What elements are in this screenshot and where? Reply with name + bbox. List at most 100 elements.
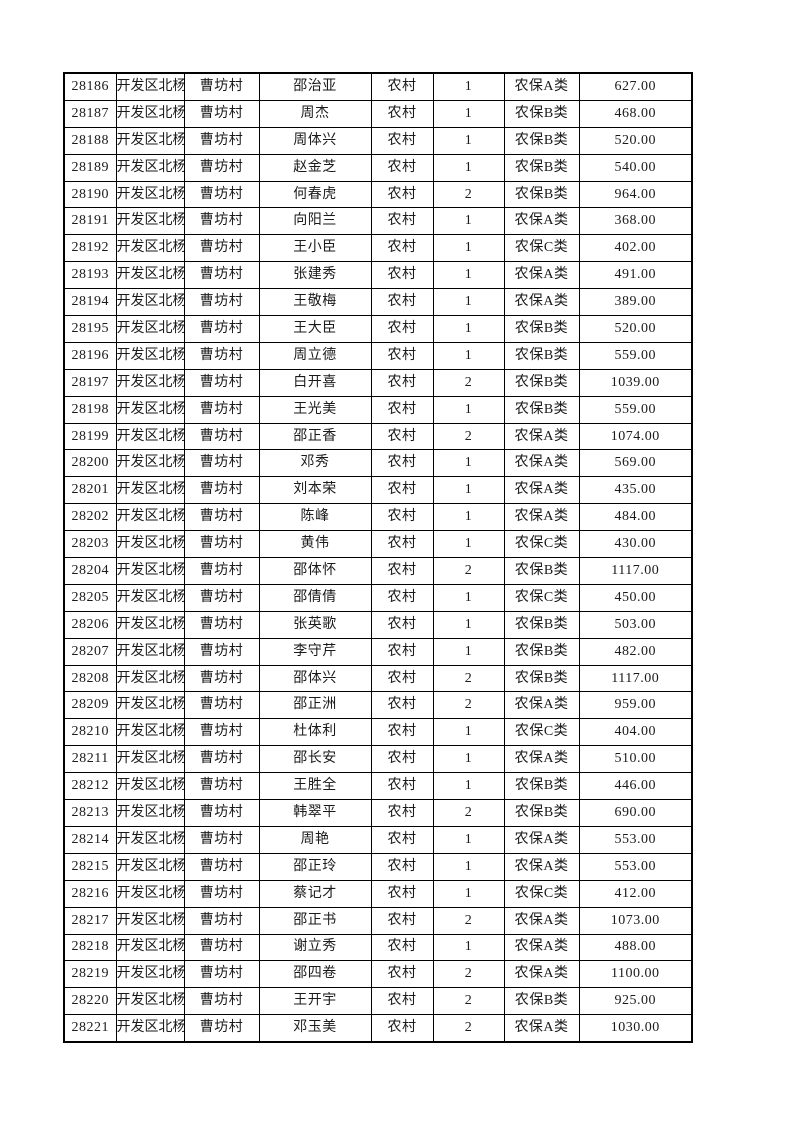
cell-insurance-class: 农保A类 bbox=[503, 503, 580, 532]
cell-district: 开发区北杨 bbox=[115, 341, 185, 370]
cell-person-count: 1 bbox=[432, 879, 505, 908]
cell-amount: 402.00 bbox=[578, 234, 693, 263]
cell-person-count: 1 bbox=[432, 745, 505, 774]
cell-residence-type: 农村 bbox=[370, 99, 434, 128]
table-row: 28220 开发区北杨 曹坊村 王开宇 农村 2 农保B类 925.00 bbox=[63, 987, 693, 1016]
cell-insurance-class: 农保A类 bbox=[503, 207, 580, 236]
cell-insurance-class: 农保A类 bbox=[503, 422, 580, 451]
cell-insurance-class: 农保A类 bbox=[503, 825, 580, 854]
cell-insurance-class: 农保A类 bbox=[503, 449, 580, 478]
cell-serial-number: 28186 bbox=[63, 72, 117, 101]
cell-village: 曹坊村 bbox=[183, 933, 260, 962]
cell-district: 开发区北杨 bbox=[115, 72, 185, 101]
cell-person-count: 1 bbox=[432, 476, 505, 505]
cell-insurance-class: 农保B类 bbox=[503, 799, 580, 827]
cell-person-name: 周艳 bbox=[258, 825, 372, 854]
cell-insurance-class: 农保B类 bbox=[503, 395, 580, 424]
cell-village: 曹坊村 bbox=[183, 72, 260, 101]
cell-person-count: 2 bbox=[432, 691, 505, 720]
cell-district: 开发区北杨 bbox=[115, 368, 185, 397]
cell-serial-number: 28196 bbox=[63, 341, 117, 370]
cell-person-count: 2 bbox=[432, 960, 505, 989]
cell-serial-number: 28192 bbox=[63, 234, 117, 263]
cell-amount: 559.00 bbox=[578, 395, 693, 424]
cell-person-count: 2 bbox=[432, 664, 505, 693]
cell-person-name: 张英歌 bbox=[258, 610, 372, 639]
cell-serial-number: 28187 bbox=[63, 99, 117, 128]
cell-residence-type: 农村 bbox=[370, 906, 434, 935]
cell-amount: 484.00 bbox=[578, 503, 693, 532]
cell-person-name: 邵体兴 bbox=[258, 664, 372, 693]
table-row: 28209 开发区北杨 曹坊村 邵正洲 农村 2 农保A类 959.00 bbox=[63, 691, 693, 720]
cell-person-count: 1 bbox=[432, 825, 505, 854]
cell-person-name: 邵体怀 bbox=[258, 557, 372, 585]
cell-serial-number: 28217 bbox=[63, 906, 117, 935]
cell-serial-number: 28199 bbox=[63, 422, 117, 451]
cell-person-count: 2 bbox=[432, 422, 505, 451]
cell-amount: 488.00 bbox=[578, 933, 693, 962]
cell-insurance-class: 农保A类 bbox=[503, 691, 580, 720]
cell-residence-type: 农村 bbox=[370, 288, 434, 317]
cell-person-name: 王光美 bbox=[258, 395, 372, 424]
cell-person-name: 李守芹 bbox=[258, 637, 372, 666]
cell-serial-number: 28213 bbox=[63, 799, 117, 827]
cell-residence-type: 农村 bbox=[370, 772, 434, 801]
cell-serial-number: 28201 bbox=[63, 476, 117, 505]
table-row: 28191 开发区北杨 曹坊村 向阳兰 农村 1 农保A类 368.00 bbox=[63, 207, 693, 236]
cell-person-name: 邵正香 bbox=[258, 422, 372, 451]
table-row: 28215 开发区北杨 曹坊村 邵正玲 农村 1 农保A类 553.00 bbox=[63, 852, 693, 881]
table-row: 28207 开发区北杨 曹坊村 李守芹 农村 1 农保B类 482.00 bbox=[63, 637, 693, 666]
cell-amount: 520.00 bbox=[578, 315, 693, 343]
cell-amount: 468.00 bbox=[578, 99, 693, 128]
cell-district: 开发区北杨 bbox=[115, 906, 185, 935]
table-row: 28218 开发区北杨 曹坊村 谢立秀 农村 1 农保A类 488.00 bbox=[63, 933, 693, 962]
cell-amount: 404.00 bbox=[578, 718, 693, 747]
cell-insurance-class: 农保B类 bbox=[503, 772, 580, 801]
table-row: 28203 开发区北杨 曹坊村 黄伟 农村 1 农保C类 430.00 bbox=[63, 530, 693, 559]
cell-person-count: 2 bbox=[432, 368, 505, 397]
cell-district: 开发区北杨 bbox=[115, 852, 185, 881]
cell-person-name: 邓玉美 bbox=[258, 1014, 372, 1043]
cell-person-count: 1 bbox=[432, 234, 505, 263]
cell-serial-number: 28204 bbox=[63, 557, 117, 585]
cell-amount: 450.00 bbox=[578, 583, 693, 612]
cell-serial-number: 28216 bbox=[63, 879, 117, 908]
cell-person-count: 1 bbox=[432, 718, 505, 747]
cell-village: 曹坊村 bbox=[183, 315, 260, 343]
table-row: 28197 开发区北杨 曹坊村 白开喜 农村 2 农保B类 1039.00 bbox=[63, 368, 693, 397]
cell-insurance-class: 农保B类 bbox=[503, 610, 580, 639]
cell-district: 开发区北杨 bbox=[115, 261, 185, 290]
cell-insurance-class: 农保A类 bbox=[503, 745, 580, 774]
cell-village: 曹坊村 bbox=[183, 449, 260, 478]
cell-serial-number: 28210 bbox=[63, 718, 117, 747]
cell-amount: 520.00 bbox=[578, 126, 693, 155]
cell-village: 曹坊村 bbox=[183, 99, 260, 128]
cell-village: 曹坊村 bbox=[183, 261, 260, 290]
cell-district: 开发区北杨 bbox=[115, 288, 185, 317]
cell-serial-number: 28200 bbox=[63, 449, 117, 478]
cell-residence-type: 农村 bbox=[370, 745, 434, 774]
table-body: 28186 开发区北杨 曹坊村 邵治亚 农村 1 农保A类 627.00 28187 开发区北杨曹… bbox=[63, 72, 693, 1043]
cell-village: 曹坊村 bbox=[183, 395, 260, 424]
cell-district: 开发区北杨 bbox=[115, 207, 185, 236]
cell-residence-type: 农村 bbox=[370, 960, 434, 989]
cell-amount: 1117.00 bbox=[578, 557, 693, 585]
cell-amount: 482.00 bbox=[578, 637, 693, 666]
cell-residence-type: 农村 bbox=[370, 637, 434, 666]
cell-insurance-class: 农保A类 bbox=[503, 72, 580, 101]
cell-serial-number: 28206 bbox=[63, 610, 117, 639]
cell-residence-type: 农村 bbox=[370, 825, 434, 854]
cell-amount: 503.00 bbox=[578, 610, 693, 639]
table-row: 28199 开发区北杨 曹坊村 邵正香 农村 2 农保A类 1074.00 bbox=[63, 422, 693, 451]
table-row: 28198 开发区北杨 曹坊村 王光美 农村 1 农保B类 559.00 bbox=[63, 395, 693, 424]
cell-district: 开发区北杨 bbox=[115, 772, 185, 801]
cell-village: 曹坊村 bbox=[183, 799, 260, 827]
cell-serial-number: 28203 bbox=[63, 530, 117, 559]
cell-person-count: 1 bbox=[432, 583, 505, 612]
cell-person-count: 2 bbox=[432, 180, 505, 209]
cell-village: 曹坊村 bbox=[183, 422, 260, 451]
cell-serial-number: 28197 bbox=[63, 368, 117, 397]
cell-serial-number: 28211 bbox=[63, 745, 117, 774]
cell-district: 开发区北杨 bbox=[115, 234, 185, 263]
cell-person-name: 邵正洲 bbox=[258, 691, 372, 720]
